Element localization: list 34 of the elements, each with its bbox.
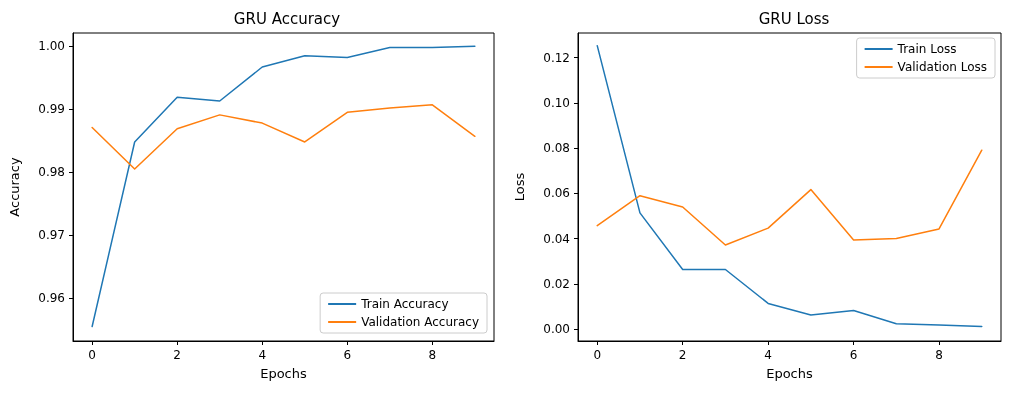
y-tick-label: 0.06 — [543, 186, 570, 201]
y-tick-label: 0.99 — [38, 102, 65, 117]
x-tick-label: 0 — [88, 348, 96, 362]
y-tick-label: 0.02 — [543, 276, 570, 291]
legend-label: Train Loss — [896, 42, 957, 56]
x-tick-label: 4 — [764, 348, 772, 362]
x-tick-label: 4 — [258, 348, 267, 362]
legend-label: Validation Accuracy — [361, 315, 479, 329]
x-tick-label: 0 — [593, 348, 602, 362]
legend-label: Validation Loss — [897, 60, 987, 74]
x-tick-label: 2 — [678, 348, 687, 362]
line-series — [596, 149, 983, 246]
y-tick-label: 0.00 — [543, 322, 570, 337]
x-axis-title: Epochs — [260, 366, 308, 381]
y-tick-label: 0.12 — [543, 50, 570, 65]
x-tick-label: 2 — [173, 348, 182, 362]
line-series — [91, 104, 476, 170]
chart-title: GRU Loss — [758, 9, 830, 28]
chart-title: GRU Accuracy — [233, 9, 341, 28]
x-tick-label: 8 — [428, 348, 437, 362]
y-axis-title: Loss — [512, 172, 527, 202]
y-axis-title: Accuracy — [7, 157, 22, 217]
y-tick-label: 0.08 — [543, 141, 570, 156]
y-tick-label: 0.96 — [38, 291, 65, 306]
y-tick-label: 1.00 — [38, 39, 65, 54]
x-axis-title: Epochs — [766, 366, 814, 381]
y-tick-label: 0.97 — [38, 228, 65, 243]
x-tick-label: 6 — [343, 348, 352, 362]
y-tick-label: 0.10 — [543, 95, 570, 110]
legend-label: Train Accuracy — [360, 297, 449, 311]
y-tick-label: 0.98 — [38, 165, 65, 180]
y-tick-label: 0.04 — [543, 231, 570, 246]
x-tick-label: 6 — [849, 348, 858, 362]
x-tick-label: 8 — [935, 348, 943, 362]
